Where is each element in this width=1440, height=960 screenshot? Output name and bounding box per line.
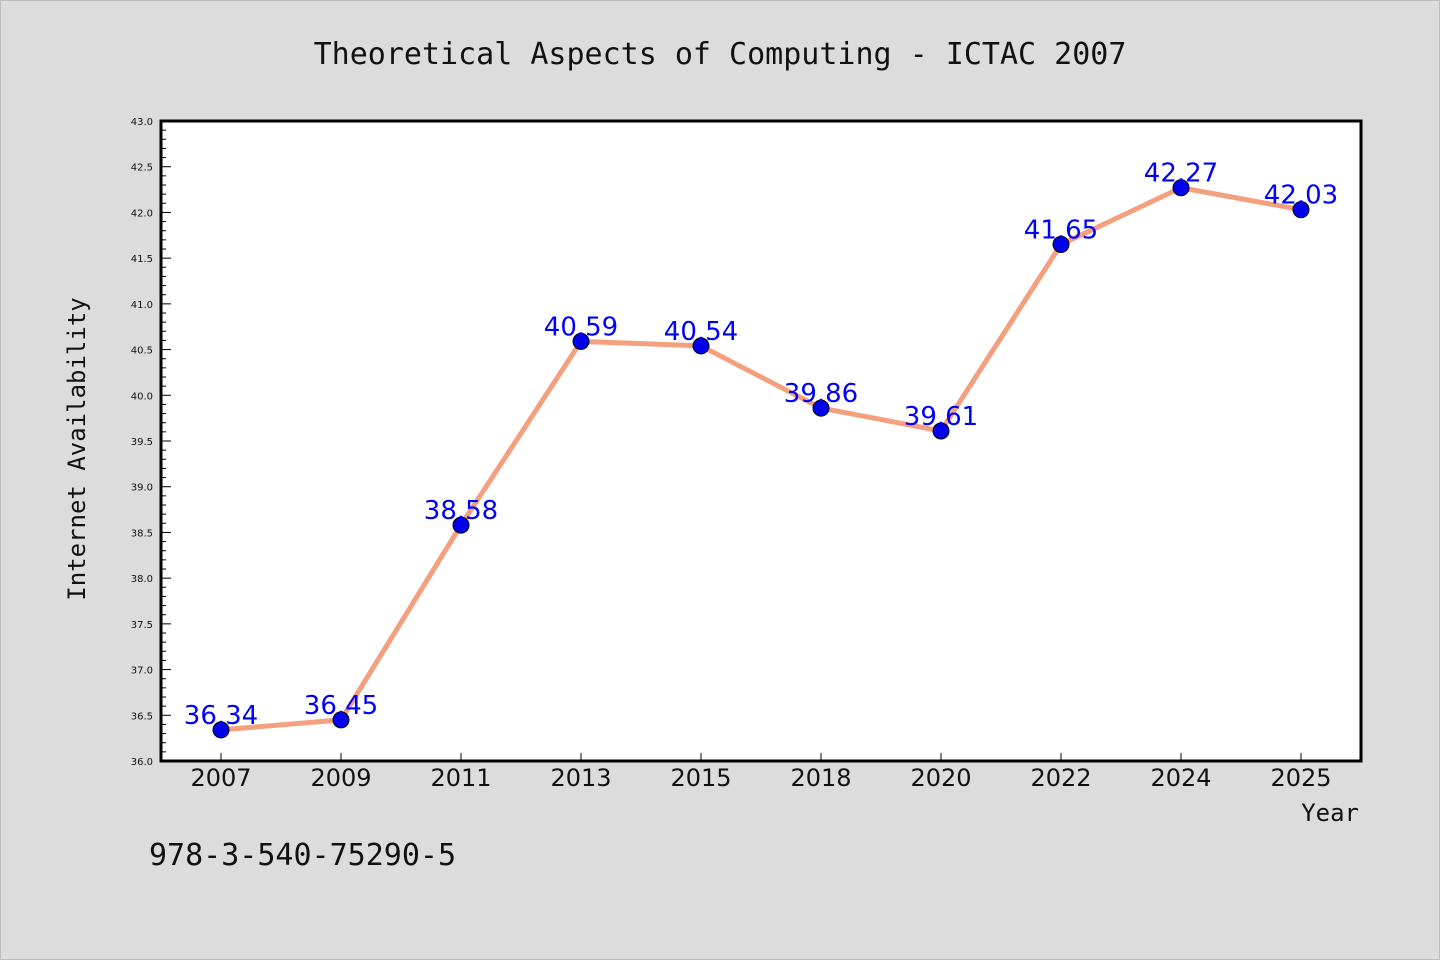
y-axis-label: Internet Availability <box>63 297 91 600</box>
y-tick-label: 42.5 <box>131 163 153 174</box>
data-label: 40.54 <box>664 317 738 347</box>
y-tick-label: 39.5 <box>131 437 153 448</box>
y-tick-label: 38.5 <box>131 528 153 539</box>
data-point <box>332 711 350 729</box>
data-label: 36.45 <box>304 691 378 721</box>
y-tick-label: 41.0 <box>131 300 153 311</box>
data-point <box>692 337 710 355</box>
y-tick-label: 36.0 <box>131 757 153 768</box>
x-tick-label: 2024 <box>1150 764 1211 792</box>
x-tick-label: 2013 <box>550 764 611 792</box>
chart-title: Theoretical Aspects of Computing - ICTAC… <box>314 37 1127 72</box>
x-tick-label: 2022 <box>1030 764 1091 792</box>
data-label: 41.65 <box>1024 215 1098 245</box>
data-point <box>1052 235 1070 253</box>
x-axis-label: Year <box>1301 799 1359 827</box>
data-point <box>452 516 470 534</box>
data-point <box>812 399 830 417</box>
x-tick-label: 2020 <box>910 764 971 792</box>
data-label: 42.03 <box>1264 181 1338 211</box>
y-tick-label: 36.5 <box>131 711 153 722</box>
y-tick-label: 37.0 <box>131 666 153 677</box>
plot-frame <box>159 119 1363 763</box>
y-tick-label: 39.0 <box>131 483 153 494</box>
y-tick-label: 37.5 <box>131 620 153 631</box>
footer-isbn: 978-3-540-75290-5 <box>149 838 456 873</box>
x-tick-label: 2009 <box>310 764 371 792</box>
x-tick-label: 2025 <box>1270 764 1331 792</box>
data-label: 38.58 <box>424 496 498 526</box>
x-tick-label: 2015 <box>670 764 731 792</box>
y-tick-label: 42.0 <box>131 208 153 219</box>
data-label: 39.61 <box>904 402 978 432</box>
data-label: 39.86 <box>784 379 858 409</box>
x-tick-label: 2007 <box>190 764 251 792</box>
y-tick-label: 41.5 <box>131 254 153 265</box>
data-label: 40.59 <box>544 312 618 342</box>
data-point <box>212 721 230 739</box>
y-tick-label: 38.0 <box>131 574 153 585</box>
y-tick-label: 40.5 <box>131 346 153 357</box>
markers-group <box>212 179 1310 739</box>
data-point <box>932 422 950 440</box>
series-line <box>218 185 1304 733</box>
data-point <box>572 332 590 350</box>
data-point <box>1172 179 1190 197</box>
data-labels-group: 36.34 36.45 38.58 40.59 40.54 39.86 39.61 41.65… <box>184 159 1338 731</box>
x-tick-label: 2011 <box>430 764 491 792</box>
data-label: 36.34 <box>184 701 258 731</box>
x-axis: 2007 2009 2011 2013 2015 2018 2020 2022 2024 2025 <box>190 753 1332 792</box>
plot-area <box>161 121 1361 761</box>
y-tick-label: 43.0 <box>131 117 153 128</box>
x-tick-label: 2018 <box>790 764 851 792</box>
series-group <box>218 185 1304 733</box>
data-label: 42.27 <box>1144 159 1218 189</box>
y-tick-label: 40.0 <box>131 391 153 402</box>
data-point <box>1292 201 1310 219</box>
